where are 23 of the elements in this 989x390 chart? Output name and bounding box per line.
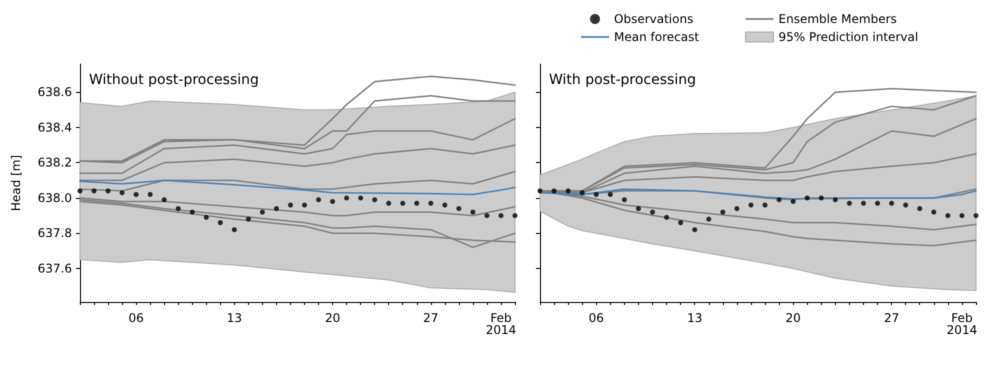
y-tick-label: 638.6 <box>38 85 72 100</box>
legend-label: Ensemble Members <box>778 12 897 26</box>
text: Without post-processing <box>89 72 259 88</box>
legend-label: Mean forecast <box>614 30 700 44</box>
y-axis-title: Head [m] <box>9 154 23 212</box>
y-tick-label: 637.6 <box>38 262 72 276</box>
x-tick-label: 20 <box>786 311 801 325</box>
x-tick-label: 27 <box>884 311 900 325</box>
x-tick-label: 27 <box>423 311 438 325</box>
x-tick-label: Feb 2014 <box>946 311 978 337</box>
y-tick-label: 638.0 <box>38 190 72 205</box>
y-tick-label: 637.8 <box>38 226 72 240</box>
y-tick-label: 638.2 <box>38 156 72 170</box>
x-tick-label: 13 <box>226 311 242 325</box>
x-tick-label: 20 <box>324 311 340 325</box>
x-tick-label: 06 <box>128 311 144 325</box>
x-tick-label: 06 <box>588 311 604 325</box>
x-tick-label: 13 <box>687 311 702 325</box>
y-tick-label: 638.4 <box>38 120 72 134</box>
legend-label: Observations <box>614 12 694 26</box>
legend-label: 95% Prediction interval <box>778 30 918 44</box>
text: With post-processing <box>549 72 696 88</box>
x-tick-label: Feb 2014 <box>486 311 516 337</box>
